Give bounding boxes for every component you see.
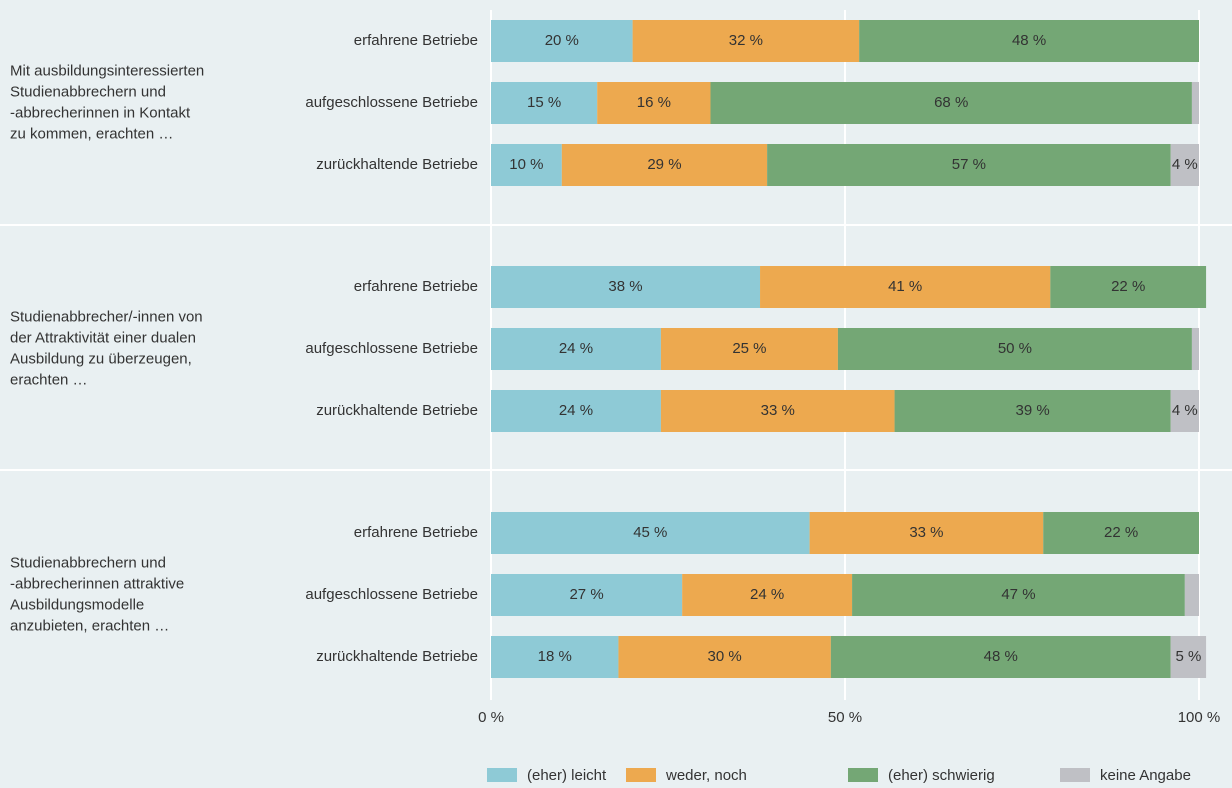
legend-swatch bbox=[848, 768, 878, 782]
legend-label: (eher) leicht bbox=[527, 767, 607, 784]
value-label: 32 % bbox=[729, 32, 763, 49]
group-label: Studienabbrechern und bbox=[10, 554, 166, 571]
value-label: 45 % bbox=[633, 524, 667, 541]
value-label: 24 % bbox=[559, 402, 593, 419]
group-label: Mit ausbildungsinteressierten bbox=[10, 62, 204, 79]
legend-label: keine Angabe bbox=[1100, 767, 1191, 784]
bar-segment bbox=[767, 144, 1171, 186]
value-label: 27 % bbox=[569, 586, 603, 603]
value-label: 33 % bbox=[909, 524, 943, 541]
value-label: 20 % bbox=[545, 32, 579, 49]
bar-segment bbox=[632, 20, 860, 62]
legend-swatch bbox=[626, 768, 656, 782]
bar-segment bbox=[894, 390, 1171, 432]
value-label: 18 % bbox=[538, 648, 572, 665]
x-tick-label: 0 % bbox=[478, 709, 504, 726]
bar-segment bbox=[491, 328, 661, 370]
row-label: aufgeschlossene Betriebe bbox=[305, 586, 478, 603]
bar-segment bbox=[1170, 144, 1199, 186]
bar-segment bbox=[561, 144, 768, 186]
bar-segment bbox=[830, 636, 1171, 678]
value-label: 22 % bbox=[1111, 278, 1145, 295]
x-tick-label: 50 % bbox=[828, 709, 862, 726]
group-label: zu kommen, erachten … bbox=[10, 125, 173, 142]
x-tick-label: 100 % bbox=[1178, 709, 1221, 726]
value-label: 33 % bbox=[761, 402, 795, 419]
bar-segment bbox=[682, 574, 853, 616]
value-label: 16 % bbox=[637, 94, 671, 111]
value-label: 38 % bbox=[608, 278, 642, 295]
row-label: erfahrene Betriebe bbox=[354, 32, 478, 49]
bar-segment bbox=[491, 266, 761, 308]
row-label: aufgeschlossene Betriebe bbox=[305, 340, 478, 357]
row-label: zurückhaltende Betriebe bbox=[316, 156, 478, 173]
value-label: 4 % bbox=[1172, 402, 1198, 419]
group-label: Studienabbrecher/-innen von bbox=[10, 308, 203, 325]
bar-segment bbox=[491, 390, 661, 432]
legend-label: (eher) schwierig bbox=[888, 767, 995, 784]
group-label: -abbrecherinnen in Kontakt bbox=[10, 104, 191, 121]
bar-segment bbox=[852, 574, 1185, 616]
value-label: 30 % bbox=[708, 648, 742, 665]
row-label: erfahrene Betriebe bbox=[354, 524, 478, 541]
bar-segment bbox=[1184, 574, 1199, 616]
value-label: 48 % bbox=[1012, 32, 1046, 49]
bar-segment bbox=[491, 144, 562, 186]
bar-segment bbox=[1170, 390, 1199, 432]
value-label: 48 % bbox=[984, 648, 1018, 665]
legend-label: weder, noch bbox=[665, 767, 747, 784]
row-label: erfahrene Betriebe bbox=[354, 278, 478, 295]
value-label: 15 % bbox=[527, 94, 561, 111]
bar-segment bbox=[1170, 636, 1207, 678]
bar-segment bbox=[859, 20, 1199, 62]
group-label: Studienabbrechern und bbox=[10, 83, 166, 100]
bar-segment bbox=[618, 636, 831, 678]
value-label: 25 % bbox=[732, 340, 766, 357]
bar-segment bbox=[1043, 512, 1199, 554]
bar-segment bbox=[597, 82, 711, 124]
group-label: Ausbildungsmodelle bbox=[10, 596, 144, 613]
bar-segment bbox=[491, 512, 810, 554]
bar-segment bbox=[491, 636, 619, 678]
bar-segment bbox=[491, 574, 683, 616]
group-label: erachten … bbox=[10, 371, 88, 388]
value-label: 47 % bbox=[1001, 586, 1035, 603]
group-label: Ausbildung zu überzeugen, bbox=[10, 350, 192, 367]
value-label: 24 % bbox=[750, 586, 784, 603]
value-label: 57 % bbox=[952, 156, 986, 173]
legend-swatch bbox=[487, 768, 517, 782]
value-label: 4 % bbox=[1172, 156, 1198, 173]
value-label: 24 % bbox=[559, 340, 593, 357]
value-label: 5 % bbox=[1175, 648, 1201, 665]
bar-segment bbox=[660, 390, 895, 432]
bar-segment bbox=[660, 328, 838, 370]
bar-segment bbox=[809, 512, 1044, 554]
bar-segment bbox=[1191, 328, 1199, 370]
group-label: anzubieten, erachten … bbox=[10, 617, 169, 634]
bar-segment bbox=[491, 20, 633, 62]
group-label: der Attraktivität einer dualen bbox=[10, 329, 196, 346]
value-label: 29 % bbox=[647, 156, 681, 173]
row-label: zurückhaltende Betriebe bbox=[316, 648, 478, 665]
bar-segment bbox=[491, 82, 598, 124]
bar-segment bbox=[1191, 82, 1199, 124]
bar-segment bbox=[1050, 266, 1207, 308]
bar-segment bbox=[710, 82, 1192, 124]
value-label: 22 % bbox=[1104, 524, 1138, 541]
value-label: 68 % bbox=[934, 94, 968, 111]
value-label: 41 % bbox=[888, 278, 922, 295]
value-label: 10 % bbox=[509, 156, 543, 173]
value-label: 39 % bbox=[1016, 402, 1050, 419]
group-label: -abbrecherinnen attraktive bbox=[10, 575, 184, 592]
row-label: aufgeschlossene Betriebe bbox=[305, 94, 478, 111]
row-label: zurückhaltende Betriebe bbox=[316, 402, 478, 419]
legend-swatch bbox=[1060, 768, 1090, 782]
bar-segment bbox=[837, 328, 1192, 370]
bar-segment bbox=[760, 266, 1051, 308]
value-label: 50 % bbox=[998, 340, 1032, 357]
